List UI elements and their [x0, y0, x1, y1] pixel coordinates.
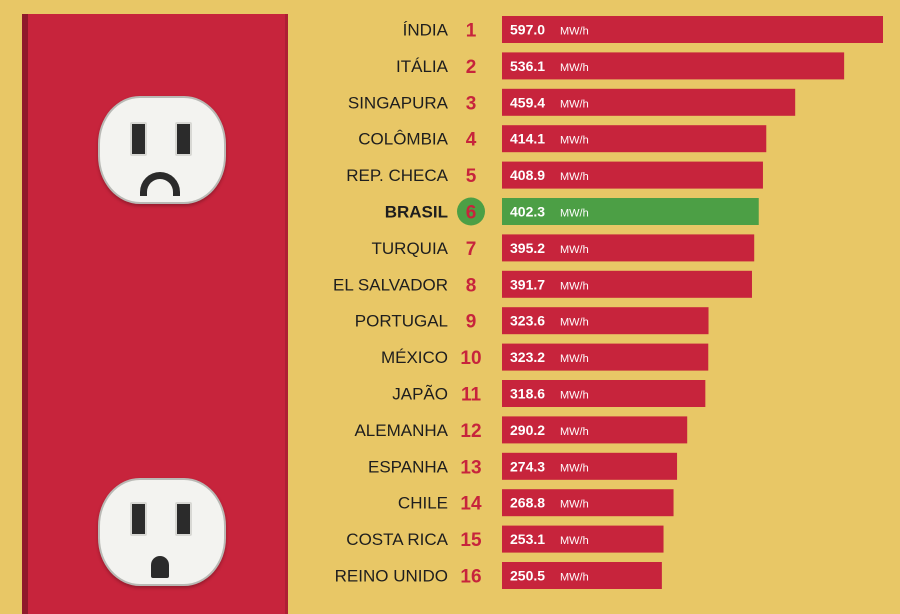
unit-label: MW/h: [560, 280, 589, 292]
rank-label: 16: [460, 567, 481, 588]
bar: [502, 52, 845, 80]
value-label: 323.2: [510, 349, 545, 365]
rank-badge: [457, 197, 485, 226]
unit-label: MW/h: [560, 353, 589, 365]
country-label: BRASIL: [385, 203, 448, 222]
value-label: 402.3: [510, 204, 545, 220]
bar: [502, 270, 752, 298]
rank-label: 3: [466, 93, 477, 114]
bar: [502, 88, 796, 116]
bar: [502, 307, 709, 335]
unit-label: MW/h: [560, 208, 589, 220]
rank-label: 7: [466, 239, 477, 260]
country-label: ALEMANHA: [354, 421, 448, 440]
country-label: CHILE: [398, 494, 448, 513]
ranking-bar-chart: ÍNDIA 1 597.0 MW/h ITÁLIA 2 536.1 MW/h SINGAPURA…: [333, 16, 883, 589]
bar: [502, 452, 678, 480]
bar: [502, 161, 763, 189]
bar: [502, 416, 688, 444]
country-label: JAPÃO: [392, 385, 448, 404]
unit-label: MW/h: [560, 499, 589, 511]
value-label: 318.6: [510, 386, 545, 402]
value-label: 268.8: [510, 495, 545, 511]
sad-outlet-icon: [98, 96, 226, 204]
rank-label: 2: [466, 57, 477, 78]
unit-label: MW/h: [560, 462, 589, 474]
rank-label: 12: [460, 421, 481, 442]
unit-label: MW/h: [560, 390, 589, 402]
unit-label: MW/h: [560, 26, 589, 38]
rank-label: 1: [466, 21, 477, 42]
country-label: EL SALVADOR: [333, 275, 448, 294]
value-label: 414.1: [510, 131, 545, 147]
bar: [502, 489, 674, 517]
unit-label: MW/h: [560, 535, 589, 547]
country-label: PORTUGAL: [355, 312, 448, 331]
rank-label: 4: [466, 130, 477, 151]
country-label: ÍNDIA: [403, 21, 449, 40]
bar: [502, 343, 709, 371]
value-label: 250.5: [510, 568, 545, 584]
bar: [502, 562, 662, 589]
country-label: MÉXICO: [381, 348, 448, 367]
bar: [502, 125, 767, 153]
value-label: 408.9: [510, 167, 545, 183]
rank-label: 15: [460, 530, 482, 551]
bar: [502, 198, 759, 225]
unit-label: MW/h: [560, 171, 589, 183]
bar: [502, 16, 883, 43]
rank-label: 11: [461, 385, 482, 406]
rank-label: 13: [460, 457, 481, 478]
bar: [502, 380, 706, 407]
value-label: 323.6: [510, 313, 545, 329]
country-label: ITÁLIA: [396, 57, 449, 76]
value-label: 290.2: [510, 422, 545, 438]
value-label: 597.0: [510, 22, 545, 38]
country-label: ESPANHA: [368, 457, 449, 476]
value-label: 274.3: [510, 458, 545, 474]
country-label: REP. CHECA: [346, 166, 448, 185]
outlet-panel: [22, 14, 288, 614]
country-label: TURQUIA: [372, 239, 449, 258]
value-label: 459.4: [510, 94, 545, 110]
unit-label: MW/h: [560, 98, 589, 110]
country-label: REINO UNIDO: [335, 567, 448, 586]
unit-label: MW/h: [560, 572, 589, 584]
unit-label: MW/h: [560, 244, 589, 256]
rank-label: 6: [466, 203, 477, 224]
surprised-outlet-icon: [98, 478, 226, 586]
unit-label: MW/h: [560, 62, 589, 74]
value-label: 391.7: [510, 276, 545, 292]
country-label: COLÔMBIA: [358, 130, 448, 149]
value-label: 395.2: [510, 240, 545, 256]
rank-label: 5: [466, 166, 477, 187]
bar: [502, 525, 664, 553]
unit-label: MW/h: [560, 135, 589, 147]
country-label: COSTA RICA: [346, 530, 448, 549]
rank-label: 14: [460, 494, 482, 515]
value-label: 536.1: [510, 58, 545, 74]
bar: [502, 234, 755, 262]
value-label: 253.1: [510, 531, 545, 547]
country-label: SINGAPURA: [348, 93, 449, 112]
unit-label: MW/h: [560, 426, 589, 438]
rank-label: 8: [466, 275, 477, 296]
unit-label: MW/h: [560, 317, 589, 329]
rank-label: 10: [460, 348, 481, 369]
rank-label: 9: [466, 312, 477, 333]
